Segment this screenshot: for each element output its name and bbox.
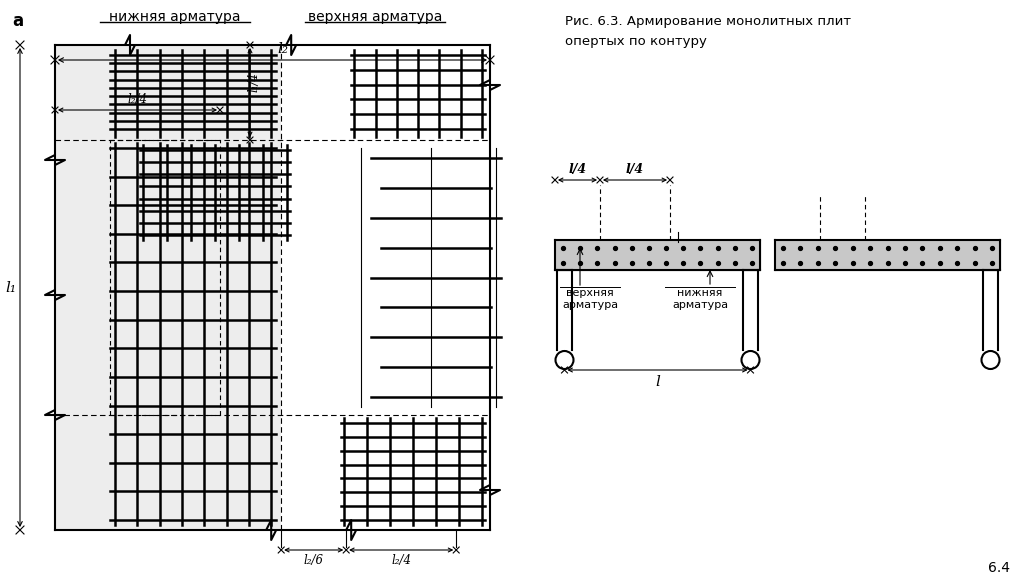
Text: Рис. 6.3. Армирование монолитных плит: Рис. 6.3. Армирование монолитных плит	[565, 15, 851, 28]
Text: нижняя
арматура: нижняя арматура	[672, 288, 728, 310]
Text: l: l	[655, 375, 659, 389]
Text: l/4: l/4	[626, 163, 644, 176]
Text: верхняя арматура: верхняя арматура	[308, 10, 442, 24]
Text: l₂: l₂	[278, 42, 288, 56]
Text: опертых по контуру: опертых по контуру	[565, 35, 707, 48]
Text: l₂/6: l₂/6	[304, 554, 324, 567]
Text: 6.4: 6.4	[988, 561, 1010, 575]
Text: l₁: l₁	[5, 281, 16, 294]
Text: l/4: l/4	[568, 163, 587, 176]
Text: l₂/4: l₂/4	[128, 93, 147, 106]
Text: верхняя
арматура: верхняя арматура	[562, 288, 618, 310]
Text: а: а	[12, 12, 24, 30]
Text: l₁/4: l₁/4	[248, 73, 260, 93]
Bar	[55, 45, 282, 530]
Text: нижняя арматура: нижняя арматура	[110, 10, 241, 24]
Text: l₂/4: l₂/4	[391, 554, 412, 567]
